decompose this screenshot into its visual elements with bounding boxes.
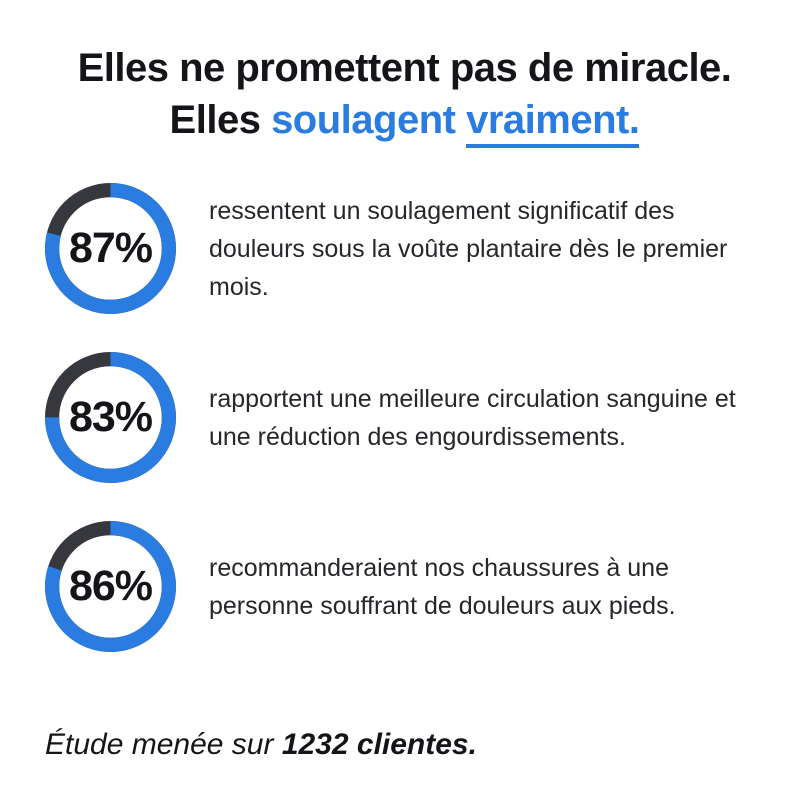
stat-description-1: ressentent un soulagement significatif d…	[209, 196, 728, 301]
stat-percent-1: 87%	[68, 224, 153, 272]
ring-progress-arc	[45, 183, 176, 314]
title-underlined-word: vraiment.	[466, 98, 640, 148]
section-title: Elles ne promettent pas de miracle. Elle…	[45, 42, 764, 148]
stat-row-1: 87% ressentent un soulagement significat…	[45, 183, 764, 314]
stat-description-2: rapportent une meilleure circulation san…	[209, 384, 736, 451]
footnote-prefix: Étude menée sur	[45, 728, 282, 761]
progress-ring-1: 87%	[45, 183, 176, 314]
title-highlight-word: soulagent	[271, 98, 467, 142]
title-line-1: Elles ne promettent pas de miracle.	[77, 46, 732, 90]
ring-progress-arc	[45, 521, 176, 652]
progress-ring-2: 83%	[45, 352, 176, 483]
progress-ring-3: 86%	[45, 521, 176, 652]
title-line-2-prefix: Elles	[169, 98, 272, 142]
study-footnote: Étude menée sur 1232 clientes.	[45, 727, 477, 763]
stat-description-3: recommanderaient nos chaussures à une pe…	[209, 553, 676, 620]
stat-row-2: 83% rapportent une meilleure circulation…	[45, 352, 764, 483]
stat-row-3: 86% recommanderaient nos chaussures à un…	[45, 521, 764, 652]
donut-ring-svg	[45, 521, 176, 652]
stat-rows: 87% ressentent un soulagement significat…	[45, 183, 764, 652]
footnote-bold: 1232 clientes.	[281, 728, 477, 761]
stat-percent-2: 83%	[68, 393, 153, 441]
title-line-2: Elles soulagent vraiment.	[45, 94, 764, 148]
donut-ring-svg	[45, 352, 176, 483]
ring-progress-arc	[45, 352, 176, 483]
stat-percent-3: 86%	[68, 562, 153, 610]
donut-ring-svg	[45, 183, 176, 314]
